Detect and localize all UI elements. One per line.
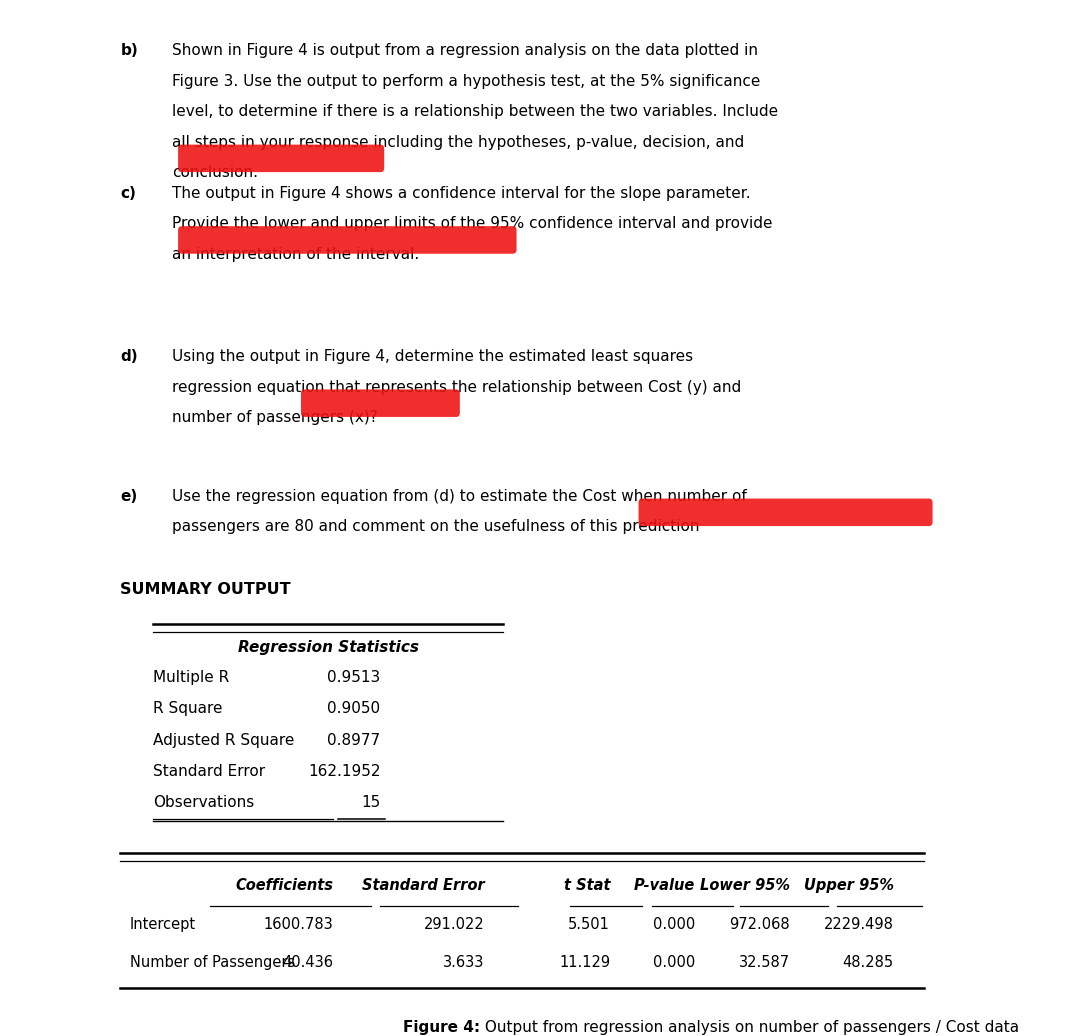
Text: passengers are 80 and comment on the usefulness of this prediction: passengers are 80 and comment on the use… <box>173 519 700 535</box>
Text: level, to determine if there is a relationship between the two variables. Includ: level, to determine if there is a relati… <box>173 105 779 119</box>
Text: 0.9050: 0.9050 <box>327 701 380 716</box>
Text: d): d) <box>120 349 138 364</box>
Text: 0.000: 0.000 <box>653 917 696 932</box>
Text: Use the regression equation from (d) to estimate the Cost when number of: Use the regression equation from (d) to … <box>173 489 747 503</box>
Text: SUMMARY OUTPUT: SUMMARY OUTPUT <box>120 582 291 597</box>
Text: The output in Figure 4 shows a confidence interval for the slope parameter.: The output in Figure 4 shows a confidenc… <box>173 185 751 201</box>
Text: 15: 15 <box>361 796 380 810</box>
Text: Provide the lower and upper limits of the 95% confidence interval and provide: Provide the lower and upper limits of th… <box>173 217 773 231</box>
Text: 0.8977: 0.8977 <box>327 732 380 748</box>
Text: 972.068: 972.068 <box>729 917 789 932</box>
FancyBboxPatch shape <box>301 390 460 416</box>
Text: t Stat: t Stat <box>564 879 610 893</box>
Text: b): b) <box>120 44 138 58</box>
Text: P-value: P-value <box>634 879 696 893</box>
Text: Figure 4:: Figure 4: <box>403 1019 480 1035</box>
Text: 162.1952: 162.1952 <box>308 764 380 779</box>
Text: number of passengers (x)?: number of passengers (x)? <box>173 410 378 425</box>
Text: 2229.498: 2229.498 <box>824 917 894 932</box>
Text: all steps in your response including the hypotheses, p-value, decision, and: all steps in your response including the… <box>173 135 744 150</box>
Text: 32.587: 32.587 <box>739 955 789 970</box>
Text: Observations: Observations <box>153 796 255 810</box>
Text: e): e) <box>120 489 137 503</box>
Text: 291.022: 291.022 <box>423 917 485 932</box>
Text: regression equation that represents the relationship between Cost (y) and: regression equation that represents the … <box>173 379 742 395</box>
Text: Intercept: Intercept <box>130 917 195 932</box>
Text: Figure 3. Use the output to perform a hypothesis test, at the 5% significance: Figure 3. Use the output to perform a hy… <box>173 74 760 89</box>
Text: Standard Error: Standard Error <box>153 764 266 779</box>
Text: R Square: R Square <box>153 701 222 716</box>
Text: 3.633: 3.633 <box>443 955 485 970</box>
Text: Number of Passengers: Number of Passengers <box>130 955 295 970</box>
Text: Upper 95%: Upper 95% <box>804 879 894 893</box>
Text: Adjusted R Square: Adjusted R Square <box>153 732 295 748</box>
Text: Lower 95%: Lower 95% <box>700 879 789 893</box>
Text: Using the output in Figure 4, determine the estimated least squares: Using the output in Figure 4, determine … <box>173 349 693 364</box>
Text: 0.000: 0.000 <box>653 955 696 970</box>
Text: conclusion.: conclusion. <box>173 165 258 180</box>
Text: 5.501: 5.501 <box>568 917 610 932</box>
Text: Output from regression analysis on number of passengers / Cost data: Output from regression analysis on numbe… <box>480 1019 1018 1035</box>
FancyBboxPatch shape <box>178 145 384 172</box>
Text: Multiple R: Multiple R <box>153 669 230 685</box>
Text: Regression Statistics: Regression Statistics <box>238 640 419 655</box>
Text: an interpretation of the interval.: an interpretation of the interval. <box>173 247 420 262</box>
Text: Standard Error: Standard Error <box>362 879 485 893</box>
Text: 0.9513: 0.9513 <box>327 669 380 685</box>
Text: 1600.783: 1600.783 <box>264 917 333 932</box>
Text: 11.129: 11.129 <box>559 955 610 970</box>
Text: c): c) <box>120 185 136 201</box>
FancyBboxPatch shape <box>178 226 516 254</box>
Text: 40.436: 40.436 <box>282 955 333 970</box>
Text: Coefficients: Coefficients <box>235 879 333 893</box>
Text: Shown in Figure 4 is output from a regression analysis on the data plotted in: Shown in Figure 4 is output from a regre… <box>173 44 758 58</box>
Text: 48.285: 48.285 <box>842 955 894 970</box>
FancyBboxPatch shape <box>638 498 932 526</box>
